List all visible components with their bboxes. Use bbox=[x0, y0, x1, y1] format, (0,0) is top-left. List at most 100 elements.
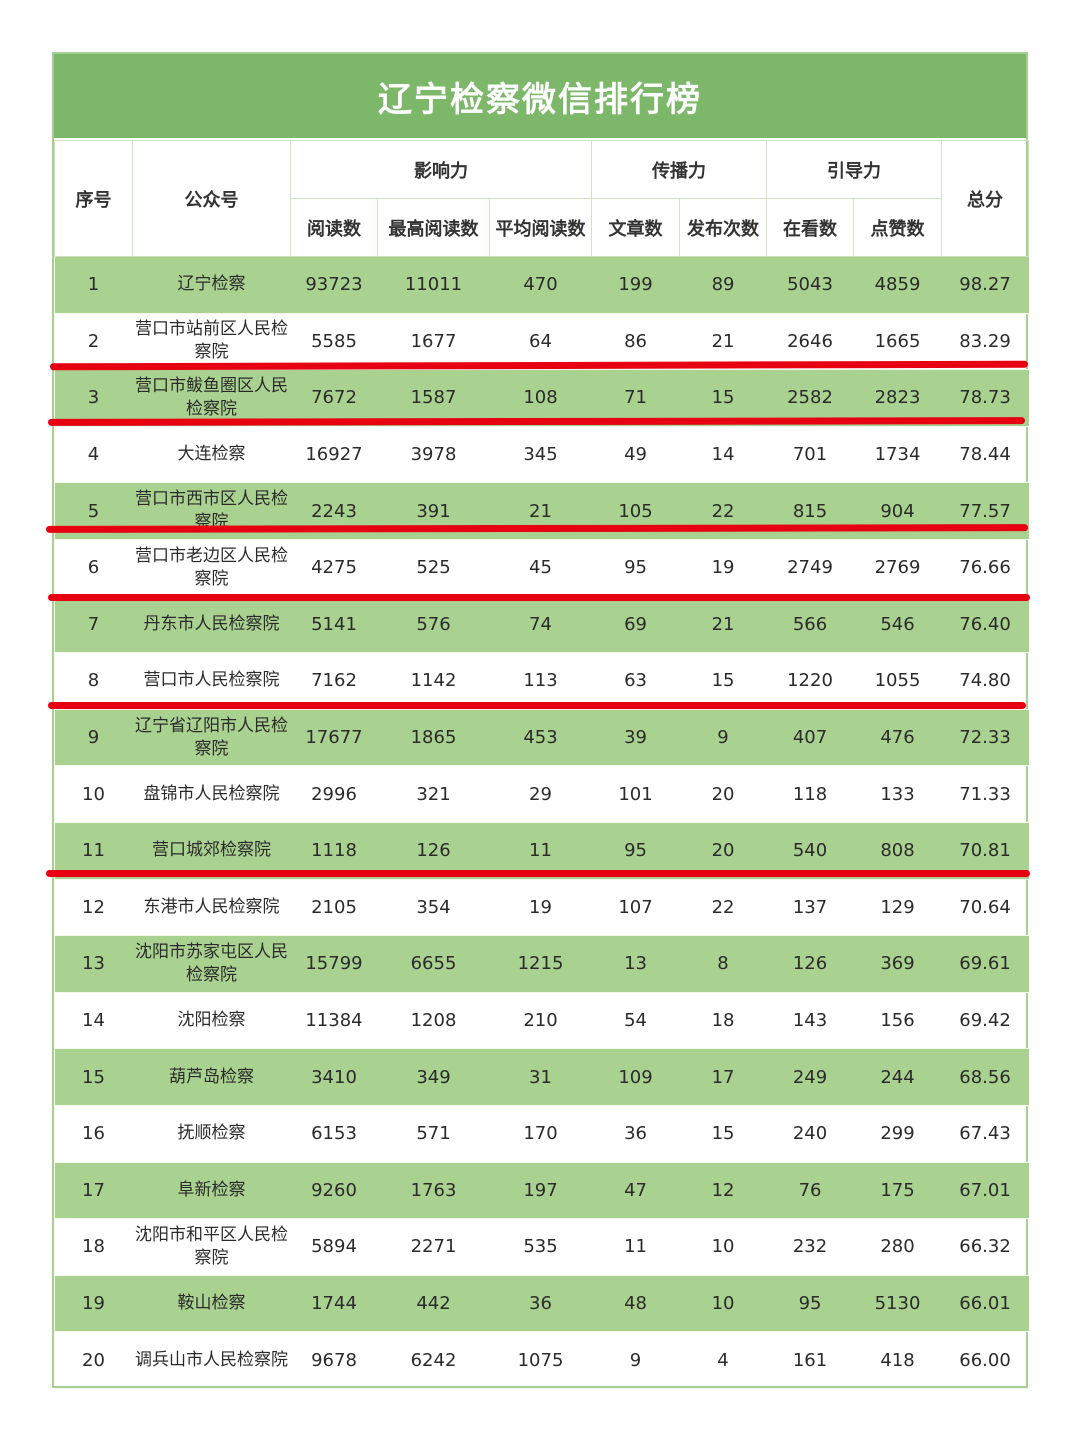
account-name-cell: 营口市人民检察院 bbox=[132, 652, 291, 710]
articles-cell: 63 bbox=[591, 652, 680, 710]
likes-cell: 369 bbox=[853, 935, 942, 993]
max-reads-cell: 576 bbox=[377, 596, 490, 654]
avg-reads-cell: 74 bbox=[489, 596, 592, 654]
highlight-line bbox=[46, 870, 1030, 877]
likes-cell: 280 bbox=[853, 1218, 942, 1276]
avg-reads-cell: 1075 bbox=[489, 1331, 592, 1389]
likes-cell: 133 bbox=[853, 765, 942, 823]
account-name-cell: 抚顺检察 bbox=[132, 1105, 291, 1163]
max-reads-cell: 349 bbox=[377, 1048, 490, 1106]
watching-cell: 249 bbox=[766, 1048, 854, 1106]
reads-cell: 9260 bbox=[290, 1162, 378, 1220]
watching-cell: 143 bbox=[766, 992, 854, 1050]
posts-cell: 15 bbox=[679, 652, 767, 710]
likes-cell: 129 bbox=[853, 879, 942, 937]
rank-cell: 18 bbox=[54, 1218, 133, 1276]
articles-cell: 86 bbox=[591, 313, 680, 371]
max-reads-cell: 1142 bbox=[377, 652, 490, 710]
total-score-cell: 83.29 bbox=[941, 313, 1029, 371]
max-reads-cell: 6655 bbox=[377, 935, 490, 993]
account-name-cell: 沈阳市苏家屯区人民检察院 bbox=[132, 935, 291, 993]
likes-cell: 418 bbox=[853, 1331, 942, 1389]
ranking-table: 序号 公众号 影响力 传播力 引导力 总分 阅读数 最高阅读数 平均阅读数 文章… bbox=[54, 140, 1030, 1389]
likes-cell: 175 bbox=[853, 1162, 942, 1220]
total-score-cell: 78.73 bbox=[941, 369, 1029, 427]
avg-reads-cell: 29 bbox=[489, 765, 592, 823]
articles-cell: 101 bbox=[591, 765, 680, 823]
total-score-cell: 66.01 bbox=[941, 1275, 1029, 1333]
posts-cell: 17 bbox=[679, 1048, 767, 1106]
avg-reads-cell: 64 bbox=[489, 313, 592, 371]
max-reads-cell: 3978 bbox=[377, 426, 490, 484]
reads-cell: 1744 bbox=[290, 1275, 378, 1333]
table-row: 13 沈阳市苏家屯区人民检察院 15799 6655 1215 13 8 126 369 69.6… bbox=[54, 935, 1029, 993]
max-reads-cell: 11011 bbox=[377, 256, 490, 314]
rank-cell: 15 bbox=[54, 1048, 133, 1106]
reads-cell: 7672 bbox=[290, 369, 378, 427]
avg-reads-cell: 31 bbox=[489, 1048, 592, 1106]
account-name-cell: 沈阳检察 bbox=[132, 992, 291, 1050]
table-row: 12 东港市人民检察院 2105 354 19 107 22 137 129 70.64 bbox=[54, 879, 1029, 937]
header-guidance: 引导力 bbox=[766, 140, 943, 199]
reads-cell: 11384 bbox=[290, 992, 378, 1050]
watching-cell: 126 bbox=[766, 935, 854, 993]
max-reads-cell: 571 bbox=[377, 1105, 490, 1163]
max-reads-cell: 1677 bbox=[377, 313, 490, 371]
likes-cell: 1055 bbox=[853, 652, 942, 710]
posts-cell: 10 bbox=[679, 1275, 767, 1333]
avg-reads-cell: 470 bbox=[489, 256, 592, 314]
header-posts: 发布次数 bbox=[679, 198, 768, 257]
account-name-cell: 丹东市人民检察院 bbox=[132, 596, 291, 654]
total-score-cell: 68.56 bbox=[941, 1048, 1029, 1106]
total-score-cell: 66.32 bbox=[941, 1218, 1029, 1276]
watching-cell: 137 bbox=[766, 879, 854, 937]
reads-cell: 5894 bbox=[290, 1218, 378, 1276]
max-reads-cell: 1208 bbox=[377, 992, 490, 1050]
total-score-cell: 67.01 bbox=[941, 1162, 1029, 1220]
articles-cell: 54 bbox=[591, 992, 680, 1050]
reads-cell: 16927 bbox=[290, 426, 378, 484]
rank-cell: 10 bbox=[54, 765, 133, 823]
total-score-cell: 71.33 bbox=[941, 765, 1029, 823]
header-account: 公众号 bbox=[132, 140, 291, 257]
max-reads-cell: 1763 bbox=[377, 1162, 490, 1220]
watching-cell: 5043 bbox=[766, 256, 854, 314]
articles-cell: 36 bbox=[591, 1105, 680, 1163]
header-articles: 文章数 bbox=[591, 198, 681, 257]
table-row: 4 大连检察 16927 3978 345 49 14 701 1734 78.44 bbox=[54, 426, 1029, 484]
header-rank: 序号 bbox=[54, 140, 133, 257]
posts-cell: 14 bbox=[679, 426, 767, 484]
likes-cell: 299 bbox=[853, 1105, 942, 1163]
max-reads-cell: 6242 bbox=[377, 1331, 490, 1389]
account-name-cell: 大连检察 bbox=[132, 426, 291, 484]
articles-cell: 49 bbox=[591, 426, 680, 484]
articles-cell: 199 bbox=[591, 256, 680, 314]
header-influence: 影响力 bbox=[289, 140, 593, 199]
reads-cell: 6153 bbox=[290, 1105, 378, 1163]
rank-cell: 8 bbox=[54, 652, 133, 710]
posts-cell: 10 bbox=[679, 1218, 767, 1276]
posts-cell: 21 bbox=[679, 596, 767, 654]
reads-cell: 2105 bbox=[290, 879, 378, 937]
reads-cell: 5585 bbox=[290, 313, 378, 371]
likes-cell: 4859 bbox=[853, 256, 942, 314]
table-row: 17 阜新检察 9260 1763 197 47 12 76 175 67.01 bbox=[54, 1162, 1029, 1220]
articles-cell: 69 bbox=[591, 596, 680, 654]
rank-cell: 2 bbox=[54, 313, 133, 371]
articles-cell: 47 bbox=[591, 1162, 680, 1220]
posts-cell: 20 bbox=[679, 765, 767, 823]
likes-cell: 476 bbox=[853, 709, 942, 767]
max-reads-cell: 442 bbox=[377, 1275, 490, 1333]
watching-cell: 118 bbox=[766, 765, 854, 823]
table-row: 9 辽宁省辽阳市人民检察院 17677 1865 453 39 9 407 476 72.33 bbox=[54, 709, 1029, 767]
avg-reads-cell: 210 bbox=[489, 992, 592, 1050]
account-name-cell: 东港市人民检察院 bbox=[132, 879, 291, 937]
posts-cell: 12 bbox=[679, 1162, 767, 1220]
max-reads-cell: 1865 bbox=[377, 709, 490, 767]
rank-cell: 7 bbox=[54, 596, 133, 654]
articles-cell: 9 bbox=[591, 1331, 680, 1389]
total-score-cell: 70.64 bbox=[941, 879, 1029, 937]
posts-cell: 8 bbox=[679, 935, 767, 993]
account-name-cell: 营口市鲅鱼圈区人民检察院 bbox=[132, 369, 291, 427]
total-score-cell: 72.33 bbox=[941, 709, 1029, 767]
